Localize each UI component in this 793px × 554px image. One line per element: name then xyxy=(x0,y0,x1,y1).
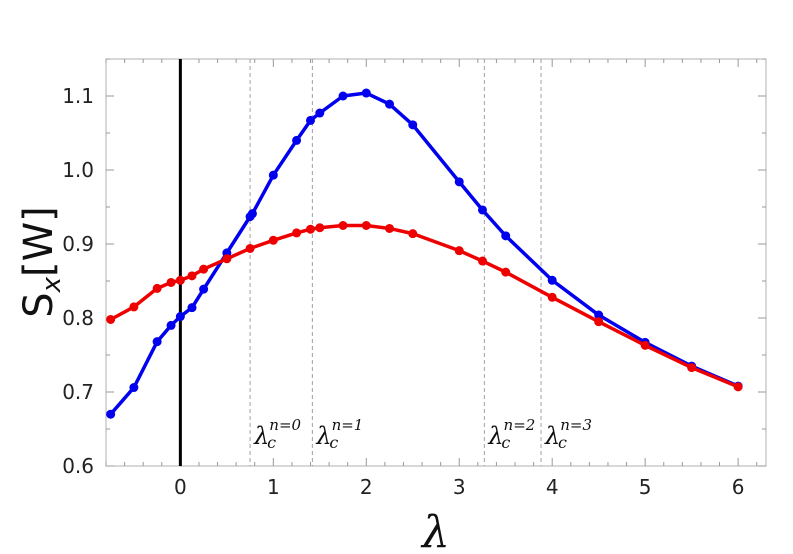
x-tick-label: 0 xyxy=(174,475,187,499)
critical-label-sub-2: c xyxy=(501,433,510,452)
series-1-point xyxy=(385,223,395,233)
series-1-point xyxy=(245,243,255,253)
series-0-point xyxy=(199,284,209,294)
annotations: λn=0c λn=1c λn=2c λn=3c xyxy=(253,416,592,452)
series-0-point xyxy=(166,320,176,330)
series-1-point xyxy=(187,271,197,281)
series-1-point xyxy=(152,283,162,293)
series-0-point xyxy=(129,383,139,393)
series-0-point xyxy=(501,231,511,241)
series-1-point xyxy=(687,363,697,373)
series-line-0 xyxy=(109,91,739,416)
y-tick-label: 0.6 xyxy=(62,454,94,478)
series-0-point xyxy=(454,177,464,187)
series-0-point xyxy=(306,115,316,125)
x-tick-label: 4 xyxy=(546,475,559,499)
series-1-point xyxy=(640,340,650,350)
series-0-point xyxy=(385,99,395,109)
series-1-point xyxy=(175,275,185,285)
critical-label-1: λn=1 xyxy=(315,416,363,450)
series-line-1 xyxy=(109,223,739,389)
series-0-point xyxy=(361,88,371,98)
y-tick-label: 1.1 xyxy=(62,84,94,108)
series-1-point xyxy=(594,317,604,327)
critical-label-sup: n=1 xyxy=(332,416,364,434)
series-1-point xyxy=(199,264,209,274)
series-group xyxy=(106,88,743,419)
series-0-point xyxy=(152,337,162,347)
critical-label-sup: n=3 xyxy=(560,416,592,434)
critical-lines xyxy=(249,59,542,466)
series-0-point xyxy=(477,205,487,215)
series-1-point xyxy=(129,302,139,312)
y-tick-label: 0.7 xyxy=(62,380,94,404)
series-1-point xyxy=(306,224,316,234)
x-axis-title: λ xyxy=(420,507,450,554)
critical-label-sub-3: c xyxy=(558,433,567,452)
series-1-point xyxy=(454,246,464,256)
critical-label-2: λn=2 xyxy=(487,416,535,450)
series-1-point xyxy=(106,314,116,324)
x-tick-label: 6 xyxy=(732,475,745,499)
plot-frame xyxy=(105,58,767,467)
series-0-point xyxy=(268,170,278,180)
series-0-point xyxy=(315,108,325,118)
critical-label-sup: n=0 xyxy=(269,416,301,434)
series-1-point xyxy=(166,277,176,287)
series-1-point xyxy=(733,382,743,392)
critical-label-base: λ xyxy=(315,422,331,450)
critical-label-sub-0: c xyxy=(267,433,276,452)
x-tick-label: 5 xyxy=(639,475,652,499)
series-1-point xyxy=(292,228,302,238)
series-1-point xyxy=(338,221,348,230)
y-axis-title-unit: [W] xyxy=(16,206,62,277)
axis-ticks xyxy=(105,58,766,467)
critical-label-sub-1: c xyxy=(329,433,338,452)
y-tick-label: 0.9 xyxy=(62,232,94,256)
y-axis-title-sub: x xyxy=(37,276,67,293)
series-0-point xyxy=(175,312,185,322)
series-0-point xyxy=(408,120,418,130)
tick-labels: 0 1 2 3 4 5 6 0.6 0.7 0.8 0.9 1.0 1.1 xyxy=(62,84,744,499)
critical-label-sup: n=2 xyxy=(504,416,536,434)
series-0-point xyxy=(594,310,604,320)
critical-label-3: λn=3 xyxy=(544,416,592,450)
y-axis-title-base: S xyxy=(16,292,62,317)
series-1-point xyxy=(477,256,487,266)
series-1-point xyxy=(315,223,325,233)
series-0-point xyxy=(338,91,348,101)
y-axis-title: Sx[W] xyxy=(16,206,67,318)
y-tick-label: 1.0 xyxy=(62,158,94,182)
series-1-point xyxy=(547,292,557,302)
series-0-point xyxy=(247,209,257,219)
series-0-point xyxy=(106,409,116,419)
x-tick-label: 2 xyxy=(360,475,373,499)
critical-label-base: λ xyxy=(253,422,269,450)
series-1-point xyxy=(222,254,232,264)
x-tick-label: 1 xyxy=(267,475,280,499)
series-1-point xyxy=(408,229,418,239)
critical-label-base: λ xyxy=(487,422,503,450)
x-tick-label: 3 xyxy=(453,475,466,499)
series-1-point xyxy=(361,221,371,230)
critical-label-0: λn=0 xyxy=(253,416,301,450)
series-0-point xyxy=(292,135,302,145)
series-0-point xyxy=(547,275,557,285)
series-1-point xyxy=(501,267,511,277)
critical-label-base: λ xyxy=(544,422,560,450)
y-tick-label: 0.8 xyxy=(62,306,94,330)
series-0-point xyxy=(187,303,197,313)
series-1-point xyxy=(268,235,278,245)
